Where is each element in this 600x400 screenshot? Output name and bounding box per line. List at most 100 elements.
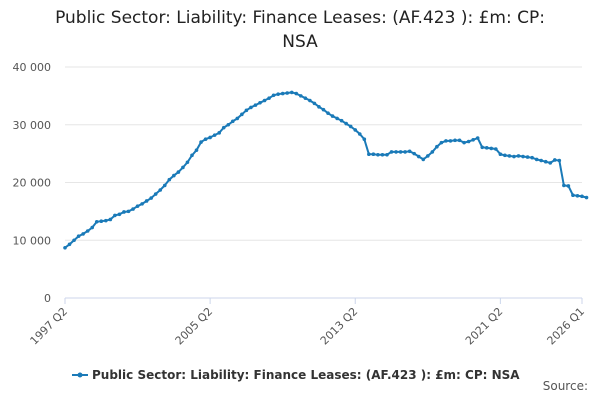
point [267,96,271,100]
point [566,184,571,188]
point [444,139,448,143]
point [484,146,489,150]
point [480,145,485,150]
point [199,140,203,144]
point [398,150,403,154]
point [303,96,308,100]
point [63,245,67,250]
point [113,213,117,218]
point [203,137,208,141]
point [321,107,326,112]
point [534,157,539,162]
point [262,98,267,103]
point [430,150,435,154]
point [212,133,217,137]
point [289,90,294,95]
point [104,218,108,223]
point [249,105,253,110]
point [72,238,76,243]
point [525,155,530,159]
point [172,173,176,178]
point [122,210,126,214]
point [385,152,389,157]
point [258,101,262,105]
point [494,147,498,151]
point [439,140,444,145]
point [466,139,471,144]
legend-label: Public Sector: Liability: Finance Leases… [92,368,520,382]
point [530,155,534,160]
point [580,194,584,199]
point [162,183,167,188]
legend-marker [77,372,83,378]
point [543,159,548,164]
point [539,158,543,163]
point [435,144,439,149]
x-tick-label: 2013 Q2 [318,305,361,348]
point [416,154,421,159]
point [67,242,72,247]
point [339,118,344,123]
point [367,152,371,157]
point [144,199,149,203]
point [584,195,589,200]
point [498,152,503,157]
point [140,202,144,206]
point [453,138,457,143]
point [190,153,194,158]
point [389,150,394,154]
point [158,188,163,192]
x-tick-label: 2026 Q1 [545,305,588,348]
point [403,150,407,154]
point [353,128,358,132]
point [312,101,317,106]
point [285,91,290,95]
point [571,193,575,198]
point [85,229,90,233]
point [280,91,285,96]
point [426,154,430,158]
point [462,140,466,145]
point [326,111,330,115]
point [99,219,104,223]
point [407,149,412,154]
point [226,122,231,127]
point [348,124,353,129]
point [475,136,480,140]
point [362,137,367,141]
point [330,114,335,118]
point [235,116,240,121]
point [448,139,453,143]
point [394,150,398,154]
source: Source: [543,379,588,393]
point [76,234,81,239]
y-tick-label: 0 [44,292,51,305]
point [244,108,249,113]
point [221,125,226,130]
point [344,121,348,126]
point [507,154,512,158]
point [516,154,521,158]
point [335,116,339,121]
point [489,146,494,151]
line [64,91,587,249]
point [575,193,580,198]
point [562,183,566,188]
point [90,225,95,230]
point [471,137,475,142]
point [131,207,135,211]
point [380,152,385,157]
y-tick-label: 30 000 [13,119,52,132]
point [308,98,312,103]
point [185,160,190,165]
point [230,119,235,124]
point [371,152,376,157]
point [503,153,507,158]
point [317,105,321,109]
point [548,161,553,165]
point [149,196,153,200]
point [294,91,299,96]
point [421,157,426,162]
point [552,158,557,162]
